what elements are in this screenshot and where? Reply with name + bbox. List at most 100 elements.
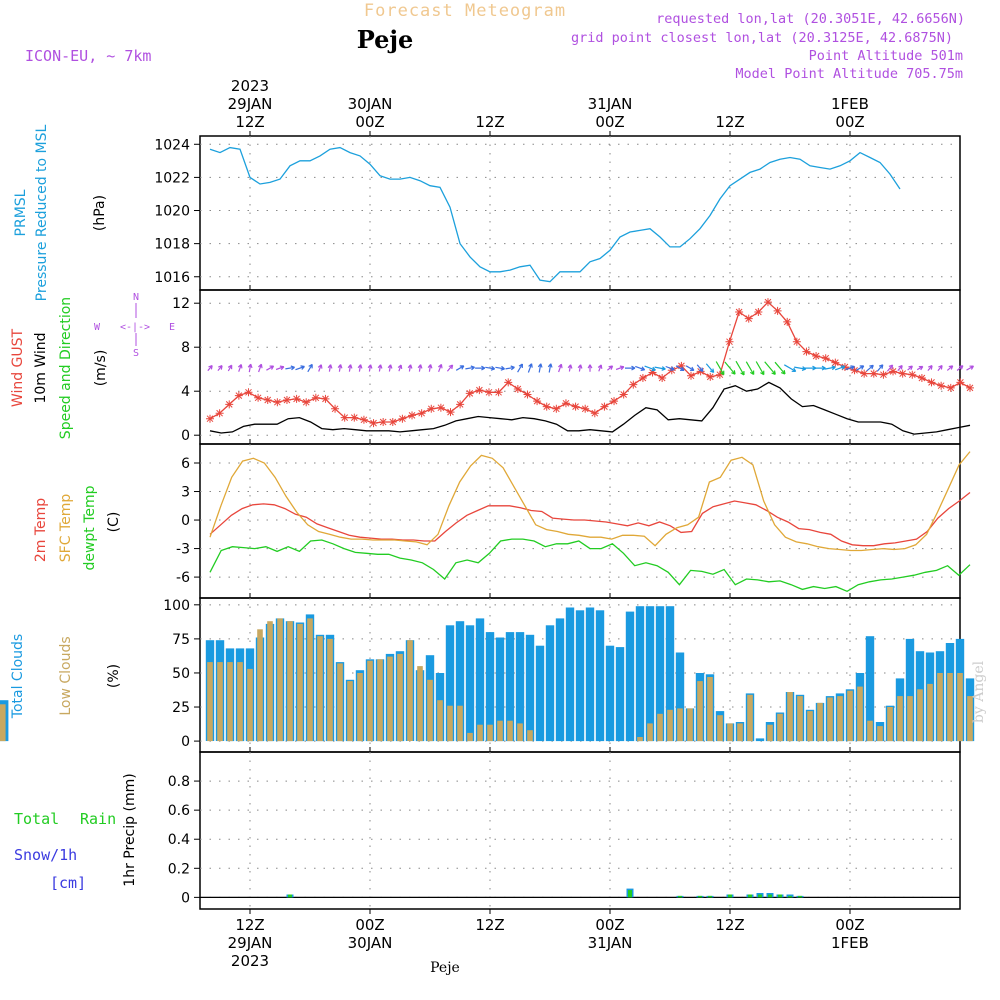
low-cloud-bar <box>897 696 903 742</box>
wind-gust-marker <box>754 308 763 316</box>
total-cloud-bar <box>495 637 505 742</box>
low-cloud-bar <box>767 724 773 742</box>
wind-gust-marker <box>379 418 388 426</box>
wind-direction-arrow <box>317 364 323 372</box>
y-tick-label: 1016 <box>154 270 190 286</box>
compass-n: N <box>133 292 139 303</box>
credit-watermark: by Angel <box>971 660 987 723</box>
wind-gust-marker <box>571 402 580 411</box>
low-cloud-bar <box>457 705 463 742</box>
wind-gust-marker <box>436 403 445 412</box>
top-time-label: 12Z <box>475 113 504 131</box>
wind-gust-marker <box>744 314 753 323</box>
compass-s: S <box>133 348 139 359</box>
wind-gust-marker <box>927 378 936 387</box>
wind-direction-arrow <box>266 365 275 371</box>
low-cloud-bar <box>487 724 493 742</box>
wind-gust-marker <box>321 394 330 403</box>
wind-direction-arrow <box>337 364 343 372</box>
wind-gust-marker <box>263 396 272 404</box>
wind-gust-marker <box>638 374 647 382</box>
total-cloud-bar <box>515 632 525 742</box>
wind-direction-arrow <box>956 365 964 371</box>
y-tick-label: 50 <box>172 666 190 682</box>
wind-gust-marker <box>889 367 898 376</box>
low-cloud-bar <box>377 659 383 742</box>
wind-direction-arrow <box>485 365 496 371</box>
low-cloud-bar <box>787 692 793 742</box>
wind-gust-marker <box>561 399 570 408</box>
wind-direction-arrow <box>557 363 563 373</box>
wind-gust-marker <box>773 306 782 315</box>
wind-gust-marker <box>715 370 724 379</box>
wind-direction-arrow <box>237 364 243 372</box>
temp-unit: (C) <box>106 512 122 533</box>
wind-direction-arrow <box>295 365 305 371</box>
low-cloud-bar <box>867 720 873 742</box>
top-time-label: 00Z <box>835 113 864 131</box>
compass-rose: N S W E <-|-> <box>94 292 175 359</box>
temp-dewpt-line <box>209 538 971 593</box>
total-cloud-bar <box>535 645 545 742</box>
precip-rain-bar <box>748 894 752 898</box>
low-cloud-bar <box>927 683 933 742</box>
total-cloud-bar <box>475 618 485 742</box>
wind-direction-arrow <box>937 364 943 372</box>
y-tick-label: 25 <box>172 700 190 716</box>
y-tick-label: 0 <box>181 890 190 906</box>
y-tick-label: 6 <box>181 456 190 472</box>
total-cloud-bar <box>525 634 535 742</box>
y-tick-label: 0.4 <box>168 832 190 848</box>
low-cloud-bar <box>497 720 503 742</box>
wind-direction-arrow <box>257 363 263 373</box>
total-cloud-bar <box>905 638 915 742</box>
bottom-time-label: 12Z <box>715 916 744 934</box>
low-cloud-bar <box>277 618 283 742</box>
wind-gust-marker <box>215 409 224 418</box>
wind-direction-arrow <box>724 361 736 375</box>
wind-gust-marker <box>282 396 291 404</box>
low-cloud-bar <box>957 673 963 742</box>
low-cloud-bar <box>447 705 453 742</box>
wind-gust-marker <box>783 317 792 326</box>
wind-direction-arrow <box>886 364 894 372</box>
wind-direction-arrow <box>946 365 954 371</box>
wind-direction-arrow <box>567 364 573 372</box>
low-cloud-bar <box>907 696 913 742</box>
wind-gust-marker <box>446 408 455 417</box>
low-cloud-bar <box>917 689 923 742</box>
wind-gust-marker <box>427 404 436 413</box>
wind-gust-marker <box>917 374 926 382</box>
total-cloud-bar <box>455 621 465 742</box>
y-tick-label: 8 <box>181 340 190 356</box>
wind-gust-marker <box>687 371 696 380</box>
y-ticks: 1016 1018 1020 1022 1024 0 4 8 12 -6 -3 0 3 6 0 25 50 75 1… <box>154 131 851 914</box>
wind-gust-marker <box>408 411 417 420</box>
low-cloud-bar <box>387 656 393 742</box>
wind-direction-arrow <box>654 366 666 371</box>
wind-direction-arrow <box>644 365 656 372</box>
wind-gust-marker <box>206 414 214 423</box>
total-cloud-bar <box>465 625 475 742</box>
wind-gust-marker <box>234 391 243 400</box>
top-time-label: 1FEB <box>831 95 869 113</box>
total-clouds-label: Total Clouds <box>10 634 26 719</box>
wind-gust-marker <box>533 397 542 406</box>
location-title: Peje <box>357 25 414 54</box>
top-time-label: 30JAN <box>348 95 393 113</box>
bottom-time-label: 1FEB <box>831 934 869 952</box>
y-tick-label: 75 <box>172 632 190 648</box>
bottom-time-label: 00Z <box>835 916 864 934</box>
wind-gust-marker <box>398 414 407 423</box>
bottom-time-label: 00Z <box>355 916 384 934</box>
wind-direction-arrow <box>446 364 454 372</box>
wind-gust-marker <box>417 409 426 418</box>
y-tick-label: 1020 <box>154 204 190 220</box>
pressure-unit: (hPa) <box>92 195 108 231</box>
wind-gust-marker <box>369 419 378 428</box>
wind-gust-marker <box>629 380 638 389</box>
low-cloud-bar <box>967 696 973 742</box>
low-cloud-bar <box>737 723 743 742</box>
y-tick-label: 0.6 <box>168 803 190 819</box>
